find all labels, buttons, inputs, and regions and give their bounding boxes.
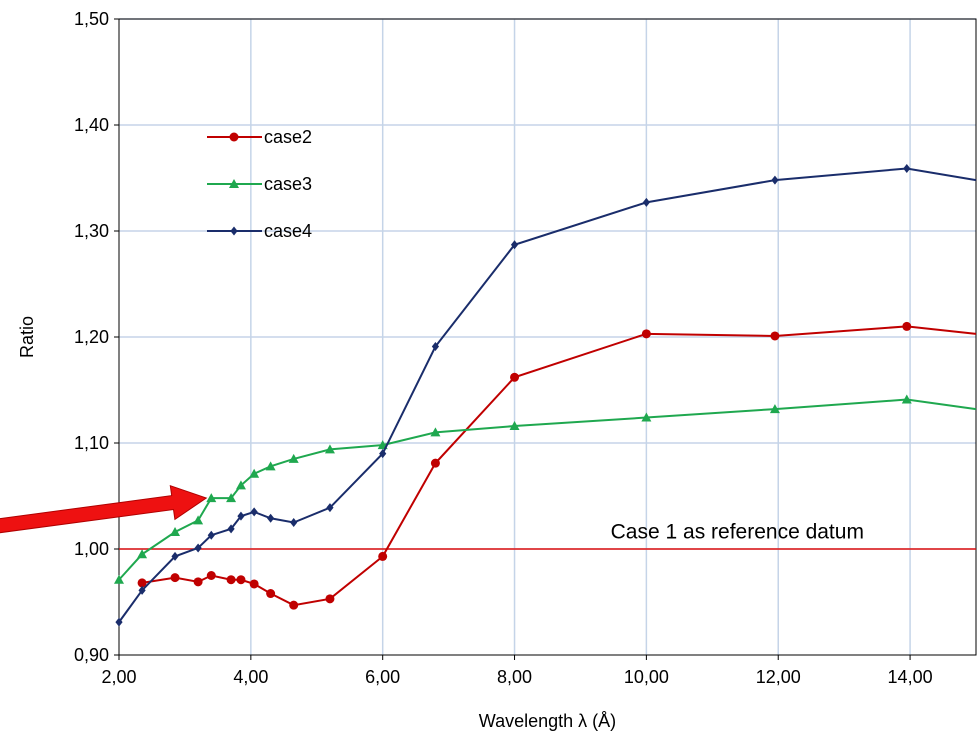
data-point-case4 xyxy=(250,507,258,517)
y-tick-label: 1,20 xyxy=(74,327,109,347)
data-point-case3 xyxy=(288,453,299,463)
data-point-case2 xyxy=(226,575,236,585)
reference-annotation: Case 1 as reference datum xyxy=(611,520,864,543)
data-point-case2 xyxy=(641,329,651,339)
x-axis-ticks: 2,00 4,00 6,00 8,00 10,00 12,00 14,00 xyxy=(101,655,933,687)
y-tick-label: 1,10 xyxy=(74,433,109,453)
data-point-case3 xyxy=(226,493,237,503)
data-point-case2 xyxy=(170,573,180,583)
y-tick-label: 1,00 xyxy=(74,539,109,559)
data-point-case4 xyxy=(194,543,202,553)
y-tick-label: 1,50 xyxy=(74,9,109,29)
data-point-case4 xyxy=(510,240,519,250)
data-point-case4 xyxy=(115,617,123,627)
data-point-case4 xyxy=(227,524,235,534)
series-case4 xyxy=(115,163,977,627)
arrow-annotation xyxy=(0,484,208,534)
data-point-case2 xyxy=(902,321,912,331)
data-point-case2 xyxy=(193,577,203,587)
data-point-case3 xyxy=(430,427,441,437)
series-case2 xyxy=(137,321,977,610)
data-point-case3 xyxy=(206,493,217,503)
y-axis-ticks: 0,90 1,00 1,10 1,20 1,30 1,40 1,50 xyxy=(74,9,119,665)
data-point-case4 xyxy=(431,342,440,352)
x-tick-label: 12,00 xyxy=(756,667,801,687)
legend-label: case4 xyxy=(264,221,312,241)
data-point-case4 xyxy=(379,449,387,459)
data-point-case3 xyxy=(235,480,246,490)
legend-marker xyxy=(229,179,239,188)
legend-item-case2: case2 xyxy=(207,127,312,147)
data-point-case2 xyxy=(266,589,276,599)
legend-item-case3: case3 xyxy=(207,174,312,194)
data-point-case4 xyxy=(267,513,275,523)
data-point-case3 xyxy=(509,421,520,431)
data-point-case3 xyxy=(324,444,335,454)
legend-label: case3 xyxy=(264,174,312,194)
x-tick-label: 8,00 xyxy=(497,667,532,687)
data-point-case4 xyxy=(903,163,911,173)
data-point-case4 xyxy=(207,530,215,540)
y-tick-label: 0,90 xyxy=(74,645,109,665)
data-point-case2 xyxy=(770,331,780,341)
y-tick-label: 1,40 xyxy=(74,115,109,135)
data-point-case4 xyxy=(290,518,298,527)
data-point-case3 xyxy=(901,394,912,404)
data-point-case2 xyxy=(378,551,388,561)
x-tick-label: 2,00 xyxy=(101,667,136,687)
data-point-case3 xyxy=(249,468,260,478)
data-point-case3 xyxy=(769,404,780,414)
series-line-case2 xyxy=(141,325,977,607)
data-point-case4 xyxy=(326,503,334,513)
data-point-case2 xyxy=(249,579,259,589)
data-point-case2 xyxy=(430,458,440,468)
x-axis-label: Wavelength λ (Å) xyxy=(479,711,616,731)
data-point-case3 xyxy=(170,527,181,537)
data-point-case3 xyxy=(265,461,276,471)
y-tick-label: 1,30 xyxy=(74,221,109,241)
data-point-case3 xyxy=(137,549,148,559)
series-layer xyxy=(114,163,977,627)
data-point-case3 xyxy=(193,515,204,525)
legend-label: case2 xyxy=(264,127,312,147)
legend-marker xyxy=(229,132,239,142)
data-point-case2 xyxy=(325,594,335,604)
data-point-case3 xyxy=(641,412,652,422)
y-axis-label: Ratio xyxy=(17,316,37,358)
data-point-case4 xyxy=(171,551,179,561)
data-point-case4 xyxy=(642,197,650,207)
x-tick-label: 6,00 xyxy=(365,667,400,687)
legend-item-case4: case4 xyxy=(207,221,312,241)
data-point-case2 xyxy=(510,372,520,382)
legend-marker xyxy=(230,226,238,236)
series-case3 xyxy=(114,394,977,584)
data-point-case2 xyxy=(137,578,147,588)
data-point-case4 xyxy=(138,585,146,595)
x-tick-label: 4,00 xyxy=(233,667,268,687)
grid-lines xyxy=(119,18,976,655)
x-tick-label: 10,00 xyxy=(624,667,669,687)
data-point-case4 xyxy=(771,175,779,185)
x-tick-label: 14,00 xyxy=(888,667,933,687)
arrow-shape xyxy=(0,484,208,534)
data-point-case4 xyxy=(237,511,245,521)
data-point-case2 xyxy=(236,575,246,585)
legend: case2 case3 case4 xyxy=(207,127,312,241)
data-point-case3 xyxy=(114,574,124,584)
series-line-case3 xyxy=(118,398,977,581)
data-point-case2 xyxy=(289,600,299,610)
series-line-case4 xyxy=(118,167,977,623)
data-point-case2 xyxy=(206,571,216,580)
